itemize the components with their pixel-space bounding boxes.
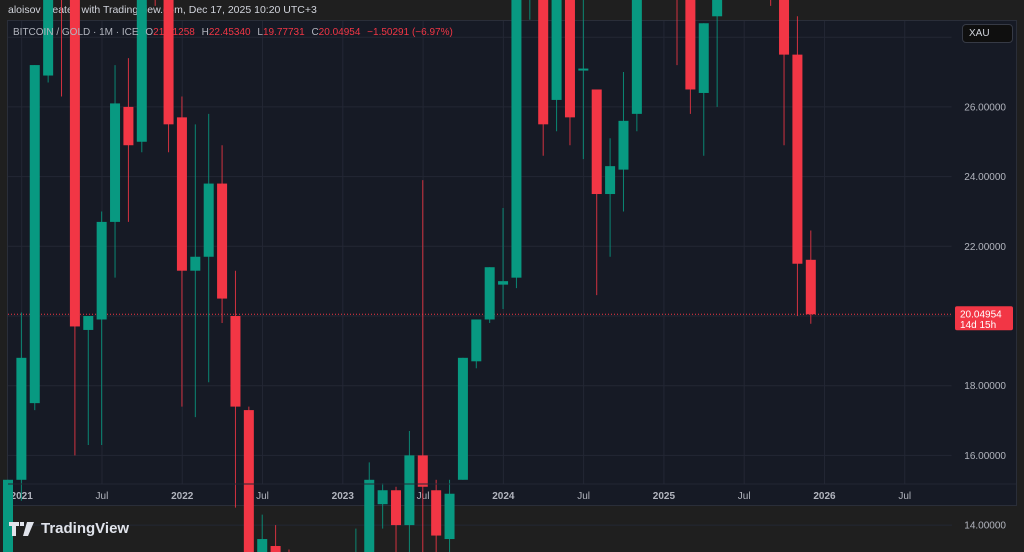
high-label: H (201, 27, 209, 38)
candle (377, 490, 388, 505)
low-value: 19.77731 (262, 27, 305, 38)
candle (110, 103, 121, 222)
tradingview-logo[interactable]: TradingView (9, 520, 129, 537)
candle (605, 166, 616, 195)
candle (3, 479, 13, 552)
candle (457, 357, 468, 480)
open-label: O (145, 27, 154, 38)
candle (551, 0, 562, 100)
candle (698, 23, 709, 93)
x-axis-label: Jul (738, 491, 751, 502)
candle (444, 493, 455, 540)
candle (578, 68, 589, 71)
candle (511, 0, 522, 278)
x-axis-label: 2022 (171, 491, 194, 502)
candle (631, 0, 642, 114)
close-label: C (311, 27, 319, 38)
candle (792, 54, 803, 264)
candle (431, 490, 442, 536)
candle (176, 117, 187, 271)
y-axis-label: 14.00000 (964, 521, 1006, 532)
candle (364, 479, 375, 552)
candle (404, 455, 415, 526)
low-label: L (257, 27, 263, 38)
candle (136, 0, 147, 142)
candle (471, 319, 482, 362)
candle (685, 0, 696, 90)
candle (43, 0, 54, 76)
candle (217, 183, 228, 299)
x-axis-label: Jul (256, 491, 269, 502)
tradingview-logo-icon (9, 521, 34, 536)
y-axis-label: 18.00000 (964, 381, 1006, 392)
candle (230, 316, 241, 407)
x-axis-label: Jul (96, 491, 109, 502)
x-axis-label: Jul (898, 491, 911, 502)
candles (3, 0, 816, 552)
candle (484, 267, 495, 320)
close-value: 20.04954 (318, 27, 361, 38)
candle (83, 316, 94, 330)
candle (498, 281, 509, 285)
candle (29, 65, 40, 404)
candle (618, 120, 629, 170)
y-axis-label: 26.00000 (964, 102, 1006, 113)
candle (391, 490, 402, 526)
x-axis-label: Jul (577, 491, 590, 502)
open-value: 21.61258 (153, 27, 195, 38)
candle (538, 0, 549, 125)
candle (190, 256, 201, 271)
candle (712, 0, 723, 17)
change-value: −1.50291 (−6.97%) (367, 27, 453, 38)
candle (163, 0, 174, 125)
x-axis-label: 2021 (11, 491, 34, 502)
svg-text:14d 15h: 14d 15h (960, 320, 996, 331)
candle (805, 259, 816, 315)
high-value: 22.45340 (208, 27, 251, 38)
y-axis-label: 16.00000 (964, 451, 1006, 462)
symbol-legend: BITCOIN / GOLD · 1M · ICE O21.61258 H22.… (13, 27, 453, 38)
currency-button[interactable]: XAU (962, 24, 1013, 43)
candle (96, 221, 107, 320)
symbol-name[interactable]: BITCOIN / GOLD · 1M · ICE (13, 27, 139, 38)
candle (591, 89, 602, 195)
x-axis-label: 2026 (813, 491, 836, 502)
candle (257, 539, 268, 552)
x-axis-label: 2023 (332, 491, 355, 502)
svg-text:20.04954: 20.04954 (960, 309, 1002, 320)
brand-name: TradingView (41, 520, 130, 537)
candle (564, 0, 575, 118)
candle (243, 410, 254, 552)
candle (16, 357, 27, 480)
y-axis-label: 22.00000 (964, 242, 1006, 253)
candle (69, 0, 80, 327)
chart-credit: aloisov created with TradingView.com, De… (8, 4, 317, 16)
y-axis-label: 24.00000 (964, 172, 1006, 183)
candle (417, 455, 428, 487)
candle (203, 183, 214, 257)
candle (779, 0, 790, 55)
x-axis-label: 2024 (492, 491, 515, 502)
candle (123, 106, 134, 146)
candle (270, 546, 281, 552)
x-axis-label: 2025 (653, 491, 676, 502)
